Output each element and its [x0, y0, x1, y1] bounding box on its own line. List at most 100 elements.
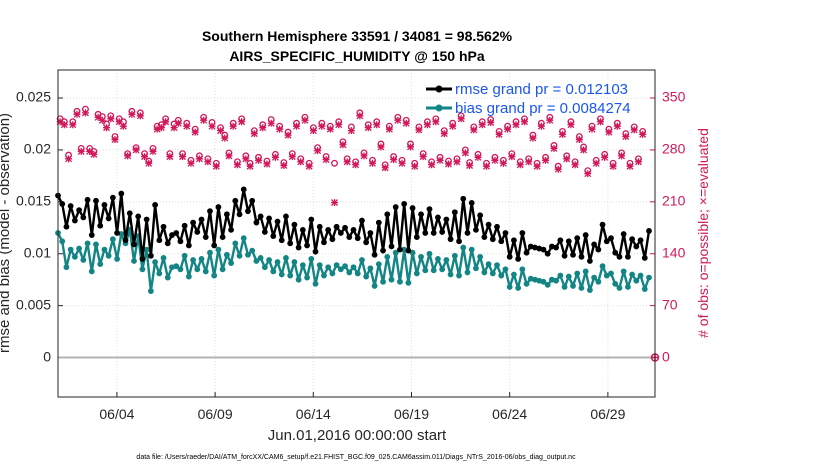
bias-data-point [308, 256, 315, 262]
data-file-footnote: data file: /Users/raeder/DAI/ATM_forcXX/… [136, 454, 576, 461]
rmse-data-point [202, 234, 209, 241]
legend-rmse-label: rmse grand pr = 0.012103 [455, 81, 628, 98]
bias-data-point [219, 266, 226, 273]
rmse-data-point [485, 221, 492, 228]
obs-evaluated-point [419, 153, 427, 161]
rmse-data-point [498, 238, 505, 245]
obs-evaluated-point [470, 126, 478, 134]
obs-evaluated-point [119, 122, 127, 130]
series-lines [55, 186, 652, 295]
rmse-data-point [299, 226, 306, 233]
rmse-data-point [557, 237, 564, 244]
y-tick-label: 0.015 [16, 193, 51, 209]
rmse-data-point [511, 237, 517, 244]
bias-data-point [506, 284, 513, 290]
bias-data-point [329, 270, 336, 277]
obs-evaluated-point [571, 161, 579, 169]
obs-evaluated-point [546, 116, 554, 124]
bias-data-point [426, 250, 433, 257]
rmse-data-point [236, 211, 243, 218]
bias-data-point [367, 265, 374, 272]
rmse-data-point [456, 238, 462, 245]
obs-evaluated-point [81, 109, 89, 117]
rmse-data-point [489, 236, 496, 243]
obs-evaluated-point [356, 112, 364, 120]
obs-evaluated-point [630, 126, 638, 134]
rmse-data-point [371, 251, 378, 258]
obs-evaluated-point [60, 121, 68, 129]
bias-data-point [435, 256, 441, 262]
rmse-data-point [565, 238, 572, 245]
rmse-data-point [468, 199, 475, 206]
obs-evaluated-point [170, 124, 178, 132]
bias-data-point [274, 259, 281, 265]
rmse-data-point [93, 197, 99, 204]
obs-evaluated-point [411, 162, 419, 170]
rmse-data-point [426, 206, 433, 213]
bias-data-point [494, 262, 500, 269]
obs-evaluated-point [499, 159, 507, 167]
rmse-data-point [561, 252, 568, 259]
rmse-data-point [152, 202, 158, 208]
rmse-data-point [198, 216, 205, 223]
obs-evaluated-point [449, 122, 457, 130]
bias-data-point [359, 257, 365, 263]
obs-evaluated-point [461, 149, 469, 157]
rmse-data-point [59, 201, 66, 207]
rmse-data-point [122, 237, 129, 244]
bias-data-point [245, 251, 251, 258]
rmse-data-point [582, 232, 589, 238]
rmse-data-point [413, 234, 420, 241]
obs-evaluated-point [525, 158, 533, 166]
rmse-data-point [346, 234, 353, 241]
bias-data-point [557, 272, 564, 279]
obs-evaluated-point [605, 128, 613, 136]
bias-data-point [257, 254, 264, 261]
obs-evaluated-point [242, 155, 250, 163]
rmse-data-point [574, 235, 581, 242]
rmse-data-point [422, 230, 429, 236]
rmse-data-point [126, 210, 133, 217]
bias-data-point [299, 262, 306, 269]
obs-evaluated-point [284, 131, 292, 139]
y-tick-label: 0.02 [24, 141, 51, 157]
obs-evaluated-point [128, 110, 136, 118]
bias-data-point [88, 268, 95, 275]
bias-data-point [519, 266, 526, 273]
obs-evaluated-point [229, 122, 237, 130]
obs-evaluated-point [474, 153, 482, 161]
obs-evaluated-point [482, 162, 490, 170]
obs-evaluated-point [301, 116, 309, 124]
bias-data-point [202, 268, 209, 275]
rmse-data-point [392, 204, 399, 210]
rmse-data-point [266, 215, 272, 222]
y-right-tick-label: 140 [662, 244, 686, 260]
rmse-data-point [637, 237, 644, 244]
rmse-data-point [84, 196, 91, 203]
obs-evaluated-point [200, 116, 208, 124]
bias-data-point [397, 278, 403, 285]
obs-evaluated-point [516, 161, 524, 169]
rmse-data-point [278, 237, 285, 244]
rmse-data-point [261, 229, 268, 235]
bias-data-point [523, 280, 530, 287]
rmse-data-point [190, 219, 196, 226]
rmse-data-point [257, 213, 264, 220]
rmse-data-point [553, 244, 560, 251]
legend-bias-label: bias grand pr = 0.0084274 [455, 100, 631, 117]
bias-data-point [485, 261, 492, 268]
bias-data-point [371, 283, 378, 289]
rmse-data-point [375, 219, 382, 226]
rmse-data-point [185, 242, 192, 249]
y-right-tick-label: 70 [662, 296, 678, 312]
bias-data-point [84, 240, 91, 247]
obs-evaluated-point [212, 162, 220, 170]
bias-data-point [612, 280, 619, 287]
obs-evaluated-point [90, 150, 98, 158]
rmse-data-point [88, 232, 95, 238]
bias-data-point [587, 287, 593, 293]
bias-data-point [325, 264, 332, 271]
legend-bias-marker [435, 104, 443, 112]
bias-data-point [502, 266, 509, 273]
